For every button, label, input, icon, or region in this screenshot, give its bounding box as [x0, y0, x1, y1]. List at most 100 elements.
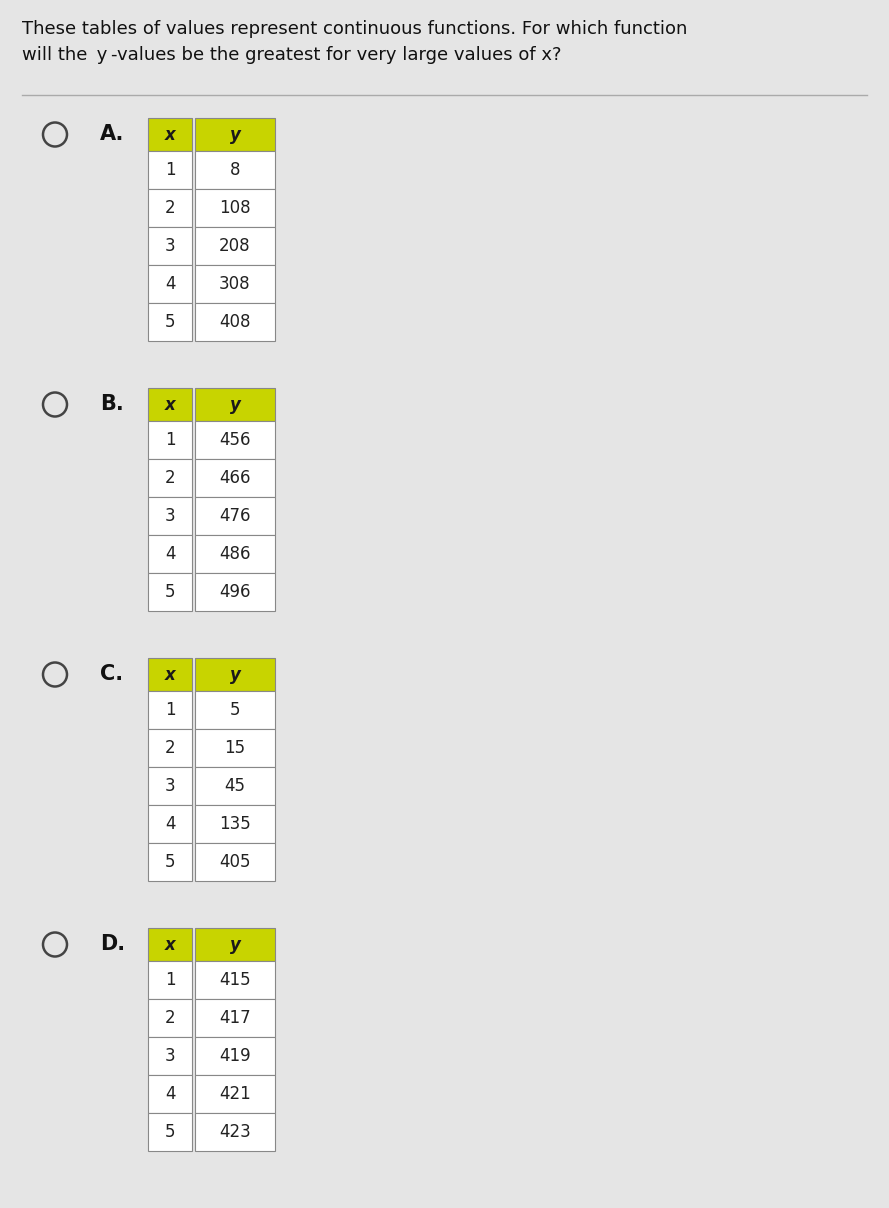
FancyBboxPatch shape	[195, 227, 275, 265]
FancyBboxPatch shape	[195, 962, 275, 999]
Text: x: x	[164, 126, 175, 144]
Text: 3: 3	[164, 777, 175, 795]
FancyBboxPatch shape	[195, 805, 275, 843]
Text: 421: 421	[219, 1085, 251, 1103]
FancyBboxPatch shape	[148, 265, 192, 303]
Text: y: y	[229, 126, 240, 144]
Text: C.: C.	[100, 664, 123, 685]
Text: 4: 4	[164, 815, 175, 834]
FancyBboxPatch shape	[148, 658, 192, 691]
Text: y: y	[229, 935, 240, 953]
FancyBboxPatch shape	[148, 459, 192, 496]
FancyBboxPatch shape	[195, 118, 275, 151]
Text: x: x	[164, 935, 175, 953]
FancyBboxPatch shape	[195, 151, 275, 188]
Text: 486: 486	[220, 545, 251, 563]
Text: 415: 415	[220, 971, 251, 989]
FancyBboxPatch shape	[195, 843, 275, 881]
Text: These tables of values represent continuous functions. For which function: These tables of values represent continu…	[22, 21, 687, 37]
Text: 2: 2	[164, 739, 175, 757]
FancyBboxPatch shape	[148, 999, 192, 1036]
FancyBboxPatch shape	[195, 1113, 275, 1151]
Text: 456: 456	[220, 431, 251, 449]
FancyBboxPatch shape	[148, 691, 192, 728]
Text: x: x	[164, 666, 175, 684]
FancyBboxPatch shape	[148, 928, 192, 962]
Text: 496: 496	[220, 583, 251, 602]
Text: 5: 5	[164, 1123, 175, 1142]
FancyBboxPatch shape	[148, 805, 192, 843]
Text: 3: 3	[164, 1047, 175, 1065]
FancyBboxPatch shape	[148, 535, 192, 573]
FancyBboxPatch shape	[195, 303, 275, 341]
FancyBboxPatch shape	[148, 843, 192, 881]
Text: 5: 5	[164, 313, 175, 331]
FancyBboxPatch shape	[195, 999, 275, 1036]
Text: 8: 8	[229, 161, 240, 179]
FancyBboxPatch shape	[148, 728, 192, 767]
FancyBboxPatch shape	[148, 496, 192, 535]
Text: 4: 4	[164, 275, 175, 294]
Text: 476: 476	[220, 507, 251, 525]
Text: 308: 308	[220, 275, 251, 294]
FancyBboxPatch shape	[148, 118, 192, 151]
Text: 4: 4	[164, 545, 175, 563]
FancyBboxPatch shape	[148, 388, 192, 422]
Text: 5: 5	[164, 853, 175, 871]
Text: D.: D.	[100, 935, 125, 954]
FancyBboxPatch shape	[195, 573, 275, 611]
Text: 3: 3	[164, 507, 175, 525]
Text: 135: 135	[219, 815, 251, 834]
FancyBboxPatch shape	[148, 573, 192, 611]
FancyBboxPatch shape	[195, 1036, 275, 1075]
FancyBboxPatch shape	[195, 691, 275, 728]
FancyBboxPatch shape	[148, 1036, 192, 1075]
Text: 1: 1	[164, 431, 175, 449]
FancyBboxPatch shape	[195, 535, 275, 573]
FancyBboxPatch shape	[148, 767, 192, 805]
Text: 417: 417	[220, 1009, 251, 1027]
FancyBboxPatch shape	[195, 767, 275, 805]
Text: 4: 4	[164, 1085, 175, 1103]
FancyBboxPatch shape	[195, 422, 275, 459]
Text: 1: 1	[164, 701, 175, 719]
FancyBboxPatch shape	[195, 265, 275, 303]
Text: 5: 5	[164, 583, 175, 602]
Text: will the  y -values be the greatest for very large values of x?: will the y -values be the greatest for v…	[22, 46, 562, 64]
FancyBboxPatch shape	[195, 658, 275, 691]
FancyBboxPatch shape	[195, 728, 275, 767]
Text: x: x	[164, 395, 175, 413]
Text: 208: 208	[220, 237, 251, 255]
Text: 108: 108	[220, 199, 251, 217]
Text: 1: 1	[164, 971, 175, 989]
Text: B.: B.	[100, 395, 124, 414]
Text: 419: 419	[220, 1047, 251, 1065]
Text: 3: 3	[164, 237, 175, 255]
FancyBboxPatch shape	[195, 1075, 275, 1113]
FancyBboxPatch shape	[148, 151, 192, 188]
Text: 423: 423	[219, 1123, 251, 1142]
FancyBboxPatch shape	[148, 188, 192, 227]
FancyBboxPatch shape	[148, 422, 192, 459]
Text: 45: 45	[225, 777, 245, 795]
Text: 408: 408	[220, 313, 251, 331]
Text: 1: 1	[164, 161, 175, 179]
FancyBboxPatch shape	[195, 928, 275, 962]
Text: A.: A.	[100, 124, 124, 145]
Text: 2: 2	[164, 469, 175, 487]
Text: 405: 405	[220, 853, 251, 871]
FancyBboxPatch shape	[195, 459, 275, 496]
Text: 2: 2	[164, 1009, 175, 1027]
FancyBboxPatch shape	[148, 962, 192, 999]
FancyBboxPatch shape	[148, 1113, 192, 1151]
FancyBboxPatch shape	[148, 227, 192, 265]
Text: 466: 466	[220, 469, 251, 487]
Text: 2: 2	[164, 199, 175, 217]
FancyBboxPatch shape	[195, 388, 275, 422]
Text: 5: 5	[229, 701, 240, 719]
Text: y: y	[229, 666, 240, 684]
FancyBboxPatch shape	[195, 496, 275, 535]
FancyBboxPatch shape	[195, 188, 275, 227]
Text: y: y	[229, 395, 240, 413]
FancyBboxPatch shape	[148, 303, 192, 341]
